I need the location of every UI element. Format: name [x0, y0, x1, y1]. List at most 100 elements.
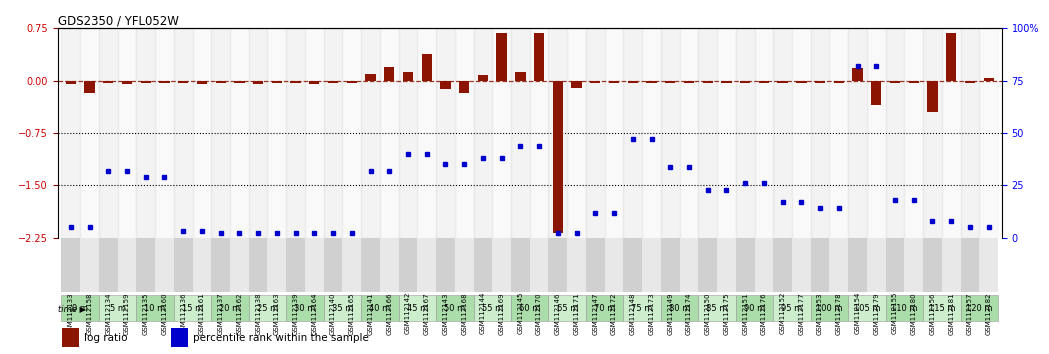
Text: GSM112139: GSM112139 [293, 292, 299, 335]
Text: GSM112135: GSM112135 [143, 292, 149, 335]
Bar [324, 295, 361, 321]
Bar [718, 28, 735, 238]
Text: GSM112166: GSM112166 [386, 292, 392, 335]
Text: GSM112181: GSM112181 [948, 292, 955, 335]
Text: GSM112162: GSM112162 [236, 292, 242, 335]
Text: GSM112172: GSM112172 [611, 292, 617, 335]
Bar [885, 238, 904, 292]
Bar [122, 81, 132, 84]
Bar [718, 238, 735, 292]
Bar [62, 28, 80, 238]
Text: GSM112134: GSM112134 [105, 292, 111, 335]
Bar [309, 81, 320, 84]
Text: GSM112173: GSM112173 [648, 292, 655, 335]
Text: 120 m: 120 m [966, 303, 992, 313]
Text: 40 m: 40 m [369, 303, 390, 313]
Bar [549, 28, 568, 238]
Text: 0 m: 0 m [72, 303, 88, 313]
Bar [680, 28, 699, 238]
Bar [286, 295, 324, 321]
Text: 55 m: 55 m [481, 303, 502, 313]
Bar [324, 238, 342, 292]
Bar [496, 33, 507, 81]
Text: GSM112138: GSM112138 [255, 292, 261, 335]
Bar [365, 74, 376, 81]
Text: GSM112163: GSM112163 [274, 292, 280, 335]
Bar [171, 328, 188, 348]
Bar [773, 295, 811, 321]
Text: 25 m: 25 m [257, 303, 278, 313]
Bar [174, 295, 211, 321]
Text: GSM112154: GSM112154 [855, 292, 860, 335]
Bar [459, 81, 469, 93]
Bar [99, 295, 136, 321]
Bar [890, 81, 900, 84]
Text: GSM112161: GSM112161 [199, 292, 205, 335]
Bar [661, 28, 680, 238]
Bar [63, 328, 80, 348]
Bar [923, 28, 942, 238]
Bar [811, 238, 830, 292]
Text: percentile rank within the sample: percentile rank within the sample [193, 333, 368, 343]
Bar [103, 81, 113, 83]
Text: GSM112174: GSM112174 [686, 292, 692, 335]
Text: GSM112171: GSM112171 [574, 292, 580, 335]
Bar [436, 295, 473, 321]
Bar [324, 28, 342, 238]
Text: GSM112168: GSM112168 [462, 292, 467, 335]
Bar [885, 295, 923, 321]
Bar [904, 28, 923, 238]
Bar [253, 81, 263, 84]
Bar [871, 81, 881, 105]
Bar [136, 295, 174, 321]
Bar [834, 81, 844, 84]
Bar [530, 238, 549, 292]
Bar [249, 28, 267, 238]
Bar [136, 28, 155, 238]
Bar [908, 81, 919, 84]
Bar [80, 238, 99, 292]
Text: 95 m: 95 m [782, 303, 802, 313]
Text: GSM112140: GSM112140 [330, 292, 336, 335]
Text: GSM112144: GSM112144 [479, 292, 486, 335]
Bar [117, 238, 136, 292]
Bar [853, 68, 862, 81]
Bar [923, 238, 942, 292]
Bar [549, 238, 568, 292]
Text: log ratio: log ratio [84, 333, 128, 343]
Bar [178, 81, 189, 84]
Text: 70 m: 70 m [594, 303, 616, 313]
Text: GSM112178: GSM112178 [836, 292, 842, 335]
Bar [961, 295, 998, 321]
Bar [796, 81, 807, 84]
Bar [197, 81, 207, 84]
Bar [230, 28, 249, 238]
Text: GSM112141: GSM112141 [367, 292, 373, 335]
Text: 5 m: 5 m [110, 303, 126, 313]
Bar [815, 81, 826, 84]
Text: GSM112177: GSM112177 [798, 292, 805, 335]
Bar [773, 238, 792, 292]
Bar [849, 295, 885, 321]
Bar [604, 28, 623, 238]
Text: 20 m: 20 m [219, 303, 240, 313]
Bar [773, 28, 792, 238]
Bar [568, 238, 586, 292]
Bar [159, 81, 170, 84]
Text: GSM112151: GSM112151 [742, 292, 748, 335]
Text: GSM112156: GSM112156 [929, 292, 936, 335]
Bar [866, 238, 885, 292]
Bar [291, 81, 301, 84]
Bar [328, 81, 338, 84]
Bar [984, 78, 993, 81]
Text: 100 m: 100 m [816, 303, 842, 313]
Bar [342, 28, 361, 238]
Bar [735, 295, 773, 321]
Bar [305, 238, 324, 292]
Bar [568, 28, 586, 238]
Bar [680, 238, 699, 292]
Bar [193, 238, 211, 292]
Bar [230, 238, 249, 292]
Bar [811, 28, 830, 238]
Bar [792, 238, 811, 292]
